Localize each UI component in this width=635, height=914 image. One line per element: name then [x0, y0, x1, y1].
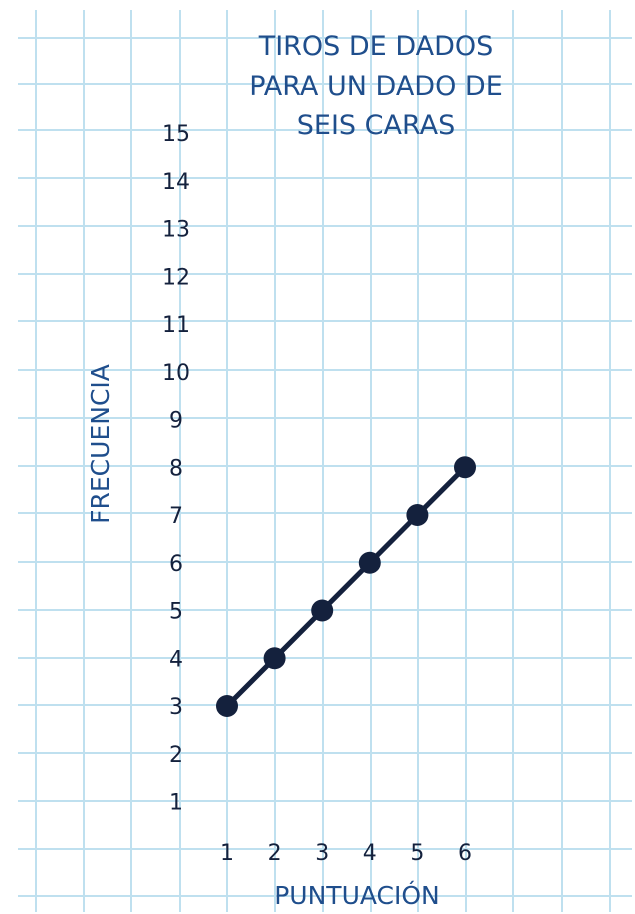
y-axis-label: FRECUENCIA [86, 364, 115, 524]
y-tick-label: 5 [169, 600, 183, 625]
y-tick-label: 9 [169, 409, 183, 434]
data-point [454, 456, 476, 479]
grid [18, 10, 632, 912]
chart-title-line-1: TIROS DE DADOS [258, 31, 494, 62]
y-tick-label: 10 [162, 361, 190, 386]
y-tick-label: 1 [169, 791, 183, 816]
data-point [216, 695, 238, 717]
y-tick-label: 13 [162, 218, 190, 243]
data-point [406, 504, 429, 526]
x-tick-label: 2 [268, 841, 282, 866]
y-tick-label: 2 [169, 743, 183, 768]
y-tick-label: 14 [162, 170, 190, 195]
x-tick-label: 1 [220, 841, 234, 866]
x-tick-labels: 1 2 3 4 5 6 [220, 841, 472, 866]
data-point [263, 647, 286, 670]
y-tick-label: 6 [169, 552, 183, 577]
y-tick-label: 11 [162, 313, 190, 338]
x-tick-label: 3 [315, 841, 329, 866]
chart-title-line-2: PARA UN DADO DE [249, 71, 503, 102]
y-tick-label: 8 [169, 456, 183, 481]
data-point [311, 599, 334, 622]
x-tick-label: 5 [410, 841, 424, 866]
x-tick-label: 4 [363, 841, 377, 866]
x-tick-label: 6 [458, 841, 472, 866]
y-tick-label: 3 [169, 695, 183, 720]
data-point [358, 551, 381, 574]
chart-title-line-3: SEIS CARAS [297, 110, 455, 141]
y-tick-label: 4 [169, 647, 183, 672]
series-line [225, 465, 467, 708]
y-tick-label: 12 [162, 265, 190, 290]
series-layer [216, 456, 476, 717]
y-tick-label: 7 [169, 504, 183, 529]
chart-title: TIROS DE DADOS PARA UN DADO DE SEIS CARA… [249, 31, 503, 141]
x-axis-label: PUNTUACIÓN [274, 880, 440, 910]
y-tick-label: 15 [162, 122, 190, 147]
